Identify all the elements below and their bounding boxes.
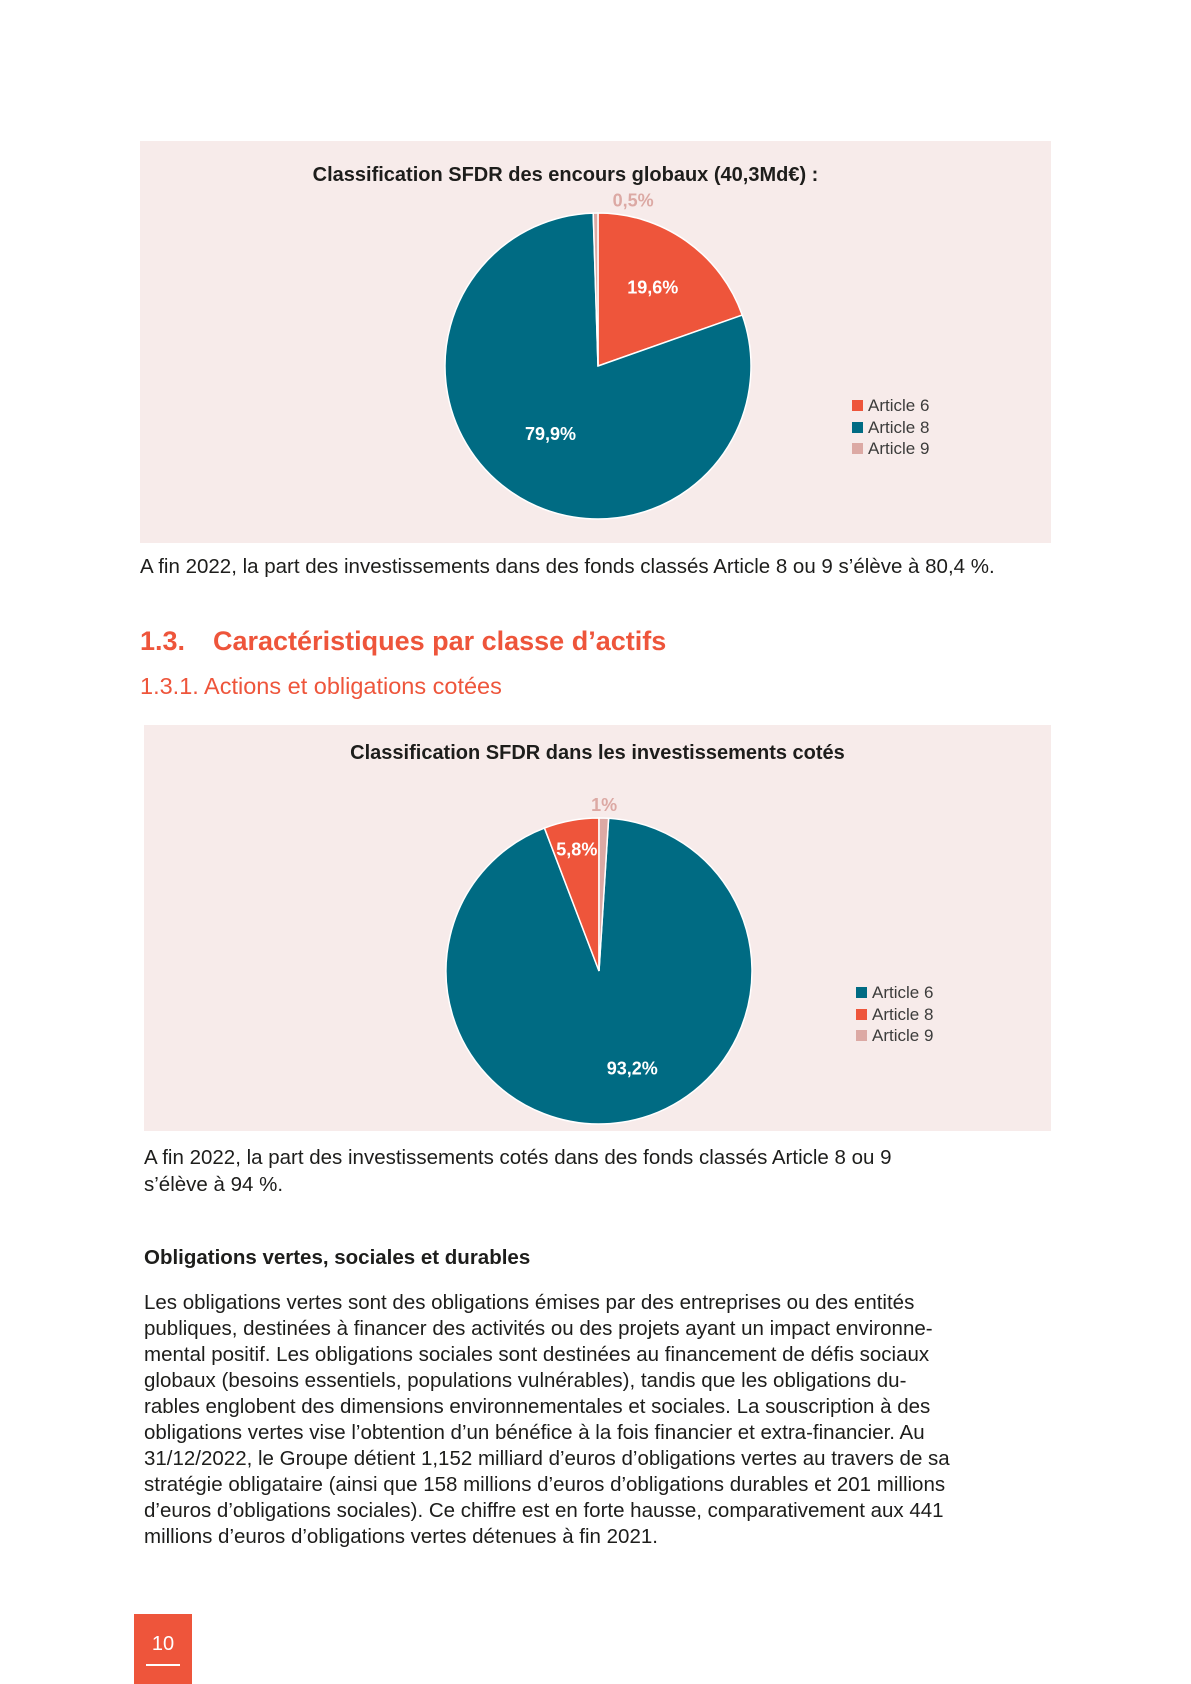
pie-slice-article-9 [592,212,599,367]
section-number: 1.3. [140,626,186,656]
chart-title: Classification SFDR des encours globaux … [312,164,819,186]
green-bonds-heading: Obligations vertes, sociales et durables [144,1246,531,1269]
paragraph-line: rables englobent des dimensions environn… [144,1395,931,1418]
chart-legend: Article 6 Article 8 Article 9 [856,982,933,1047]
legend-label: Article 9 [872,1026,934,1045]
caption-global: A fin 2022, la part des investissements … [140,555,995,578]
paragraph-line: Les obligations vertes sont des obligati… [144,1291,915,1314]
subsection-heading: 1.3.1. Actions et obligations cotées [140,673,502,699]
paragraph-line: 31/12/2022, le Groupe détient 1,152 mill… [144,1447,950,1470]
pie-chart-global: 19,6% 79,9% 0,5% [444,190,752,520]
caption-listed: A fin 2022, la part des investissements … [144,1144,1024,1198]
legend-swatch-article-9 [852,443,863,455]
chart-listed-sfdr: Classification SFDR dans les investissem… [144,725,1051,1131]
legend-swatch-article-6 [852,400,863,412]
data-label: 19,6% [627,277,678,297]
data-label: 1% [591,795,617,815]
paragraph-line: publiques, destinées à financer des acti… [144,1317,933,1340]
page-number-rule [146,1664,180,1666]
legend-swatch-article-8 [856,1008,867,1020]
pie-chart-listed: 93,2% 5,8% 1% [445,795,753,1125]
page-number-badge: 10 [134,1614,192,1684]
legend-item: Article 8 [852,417,929,439]
data-label: 0,5% [613,190,654,210]
legend-swatch-article-6 [856,987,867,999]
legend-item: Article 9 [852,438,929,460]
green-bonds-paragraph: Les obligations vertes sont des obligati… [144,1290,1034,1550]
paragraph-line: d’euros d’obligations sociales). Ce chif… [144,1499,944,1522]
data-label: 79,9% [525,424,576,444]
section-heading: 1.3. Caractéristiques par classe d’actif… [140,626,666,657]
caption-line: A fin 2022, la part des investissements … [144,1146,892,1169]
legend-item: Article 6 [852,395,929,417]
legend-label: Article 6 [868,396,930,415]
legend-swatch-article-9 [856,1030,867,1042]
legend-label: Article 8 [872,1004,934,1024]
data-label: 93,2% [607,1058,658,1078]
legend-label: Article 8 [868,417,930,437]
section-title: Caractéristiques par classe d’actifs [213,626,667,656]
legend-item: Article 8 [856,1004,933,1026]
pie-slice-article-9 [598,817,610,972]
legend-item: Article 9 [856,1025,933,1047]
page-number: 10 [151,1633,175,1655]
legend-item: Article 6 [856,982,933,1004]
paragraph-line: mental positif. Les obligations sociales… [144,1343,930,1366]
legend-label: Article 6 [872,983,934,1002]
caption-line: s’élève à 94 %. [144,1173,284,1196]
paragraph-line: stratégie obligataire (ainsi que 158 mil… [144,1473,946,1496]
chart-legend: Article 6 Article 8 Article 9 [852,395,929,460]
chart-title: Classification SFDR dans les investissem… [350,742,845,764]
paragraph-line: millions d’euros d’obligations vertes dé… [144,1525,658,1548]
legend-label: Article 9 [868,439,930,458]
chart-global-sfdr: Classification SFDR des encours globaux … [140,141,1051,543]
data-label: 5,8% [556,839,597,859]
paragraph-line: obligations vertes vise l’obtention d’un… [144,1421,925,1444]
legend-swatch-article-8 [852,421,863,433]
paragraph-line: globaux (besoins essentiels, populations… [144,1369,907,1392]
